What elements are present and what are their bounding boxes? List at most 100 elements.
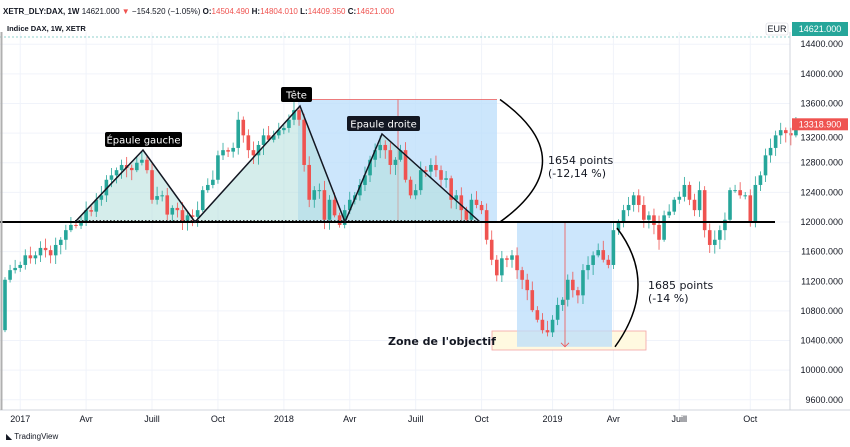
candle — [682, 176, 687, 202]
candle — [520, 266, 524, 290]
candle-body — [403, 150, 408, 180]
candle-body — [692, 199, 697, 211]
tradingview-logo[interactable]: ◣ TradingView — [6, 432, 58, 441]
down-arrow-icon: ▼ — [121, 7, 130, 16]
candle — [33, 251, 38, 265]
candle — [43, 238, 48, 258]
candle-body — [601, 250, 606, 260]
target-range — [517, 222, 612, 347]
candle — [611, 222, 616, 269]
candle-body — [596, 250, 600, 256]
candle — [474, 191, 479, 209]
candle — [439, 165, 443, 188]
candle-body — [231, 147, 235, 152]
candle-body — [576, 290, 580, 296]
left-shoulder-label: Épaule gauche — [106, 134, 180, 147]
candle — [211, 170, 215, 189]
candle-body — [312, 190, 317, 200]
candle — [707, 223, 712, 253]
candle — [601, 240, 606, 263]
candle — [383, 140, 388, 159]
candle-body — [560, 299, 565, 305]
candle-body — [129, 167, 134, 171]
candle — [337, 212, 342, 228]
candle — [119, 159, 124, 179]
y-tick-label: 10800.000 — [800, 306, 843, 316]
candle-body — [631, 195, 636, 205]
target-percent: (-14 %) — [648, 292, 689, 305]
symbol-name[interactable]: XETR_DLY:DAX, 1W — [3, 7, 80, 16]
candle — [64, 224, 68, 250]
candle — [398, 144, 403, 162]
candle — [484, 203, 489, 245]
candle-body — [8, 270, 12, 280]
open-label: O: — [202, 7, 212, 16]
candle-body — [246, 135, 251, 151]
candle-body — [74, 224, 78, 226]
candle-body — [591, 255, 595, 265]
candle — [368, 155, 372, 182]
candle — [621, 204, 626, 228]
candle — [702, 186, 707, 238]
candle-body — [347, 199, 352, 211]
candle — [530, 281, 535, 313]
candle — [758, 171, 763, 191]
candle — [672, 197, 677, 215]
candle — [140, 151, 144, 166]
candle-body — [170, 207, 175, 215]
candle-body — [236, 119, 241, 148]
candle — [251, 141, 256, 164]
candle — [692, 193, 697, 217]
candle-body — [368, 159, 372, 176]
candle-body — [119, 164, 124, 171]
candle — [500, 250, 504, 282]
candle-body — [429, 164, 433, 172]
candle-body — [434, 164, 438, 171]
candle — [246, 129, 251, 159]
head-height-percent: (-12,14 %) — [548, 167, 606, 180]
candle — [135, 156, 139, 173]
candle-body — [515, 255, 519, 271]
x-tick-label: Juill — [144, 414, 160, 424]
candle-body — [459, 195, 464, 211]
candle-body — [53, 244, 58, 256]
candle — [312, 186, 317, 208]
candle — [545, 320, 550, 337]
x-tick-label: Oct — [475, 414, 490, 424]
candle — [18, 261, 23, 272]
candle-body — [160, 195, 164, 197]
candle-body — [733, 190, 737, 192]
last-price-tag-box — [792, 118, 848, 131]
x-tick-label: Oct — [743, 414, 758, 424]
candle — [773, 130, 778, 156]
candle-body — [424, 170, 428, 172]
candle-body — [140, 159, 144, 163]
candle — [606, 255, 611, 269]
candle-body — [271, 135, 276, 140]
candle-body — [388, 150, 393, 165]
x-tick-label: Avr — [343, 414, 356, 424]
candle — [753, 176, 758, 228]
open-value: 14504.490 — [211, 7, 250, 16]
candle-body — [489, 239, 494, 260]
candle — [723, 212, 727, 241]
candle-body — [307, 164, 311, 200]
candle — [778, 122, 783, 144]
candle — [591, 251, 595, 275]
candle-body — [175, 207, 180, 211]
candle — [479, 200, 484, 215]
candle-body — [28, 255, 33, 259]
candle — [783, 127, 788, 143]
candle-body — [292, 110, 296, 120]
candle-body — [195, 210, 200, 217]
candle — [363, 166, 367, 191]
candle-body — [763, 155, 768, 176]
candle — [657, 215, 661, 250]
x-tick-label: 2017 — [10, 414, 30, 424]
candle-body — [697, 190, 702, 211]
candle-body — [454, 195, 459, 200]
candle-body — [94, 199, 99, 212]
candle-body — [256, 144, 261, 156]
candle-body — [642, 204, 646, 220]
